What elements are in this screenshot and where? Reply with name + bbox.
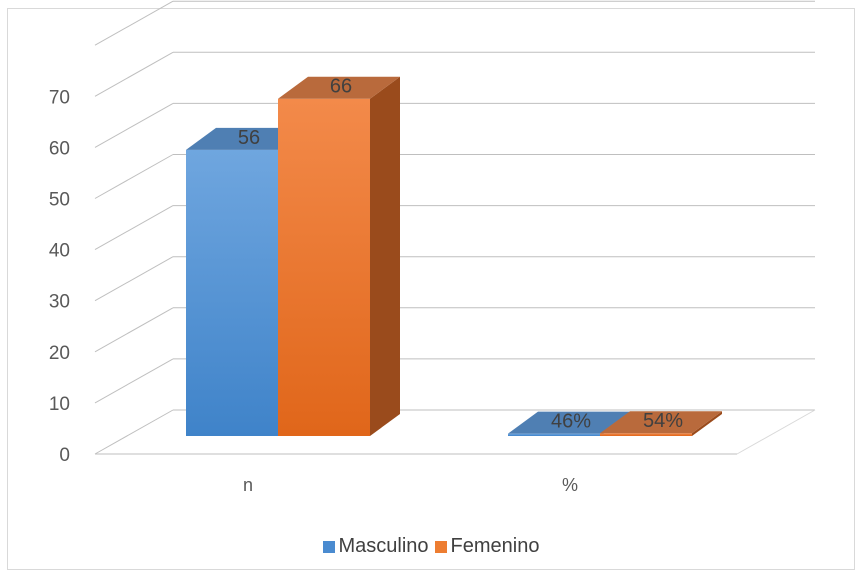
gridline-side bbox=[94, 154, 174, 199]
y-tick-label: 10 bbox=[49, 394, 70, 415]
gridline-side bbox=[94, 358, 174, 404]
bar-top-masculino bbox=[508, 411, 630, 434]
bar-side-femenino bbox=[370, 76, 400, 437]
gridline-side bbox=[94, 0, 174, 46]
category-label: n bbox=[243, 475, 253, 495]
legend-item-femenino: Femenino bbox=[434, 535, 540, 558]
y-tick-label: 20 bbox=[49, 343, 70, 364]
chart-frame bbox=[7, 8, 855, 570]
legend-label-masculino: Masculino bbox=[338, 535, 429, 557]
gridline-side bbox=[94, 409, 174, 455]
bar-femenino bbox=[600, 433, 692, 436]
legend: Masculino Femenino bbox=[0, 535, 862, 558]
bar-top-femenino bbox=[278, 76, 400, 99]
data-label: 46% bbox=[551, 411, 591, 433]
gridline-side bbox=[94, 256, 174, 302]
data-label: 54% bbox=[643, 410, 683, 432]
data-label: 66 bbox=[330, 76, 352, 98]
legend-label-femenino: Femenino bbox=[450, 535, 540, 557]
y-tick-label: 40 bbox=[49, 241, 70, 262]
legend-swatch-femenino bbox=[434, 540, 447, 553]
bar-masculino bbox=[508, 433, 600, 436]
legend-swatch-masculino bbox=[322, 540, 335, 553]
bar-side-femenino bbox=[692, 411, 722, 436]
bar-femenino bbox=[278, 98, 370, 437]
y-tick-label: 60 bbox=[49, 138, 70, 159]
gridline-side bbox=[94, 307, 174, 353]
floor-right-edge bbox=[736, 409, 816, 455]
bar-top-masculino bbox=[186, 127, 308, 150]
category-label: % bbox=[562, 475, 578, 495]
gridline-side bbox=[94, 205, 174, 251]
legend-item-masculino: Masculino bbox=[322, 535, 429, 558]
y-tick-label: 30 bbox=[49, 292, 70, 313]
data-label: 56 bbox=[238, 127, 260, 149]
y-tick-label: 50 bbox=[49, 190, 70, 211]
gridline-side bbox=[94, 51, 174, 97]
y-tick-label: 0 bbox=[59, 445, 70, 466]
bar-top-femenino bbox=[600, 411, 722, 434]
gridline-side bbox=[94, 102, 174, 148]
bar-masculino bbox=[186, 149, 278, 436]
y-tick-label: 70 bbox=[49, 87, 70, 108]
